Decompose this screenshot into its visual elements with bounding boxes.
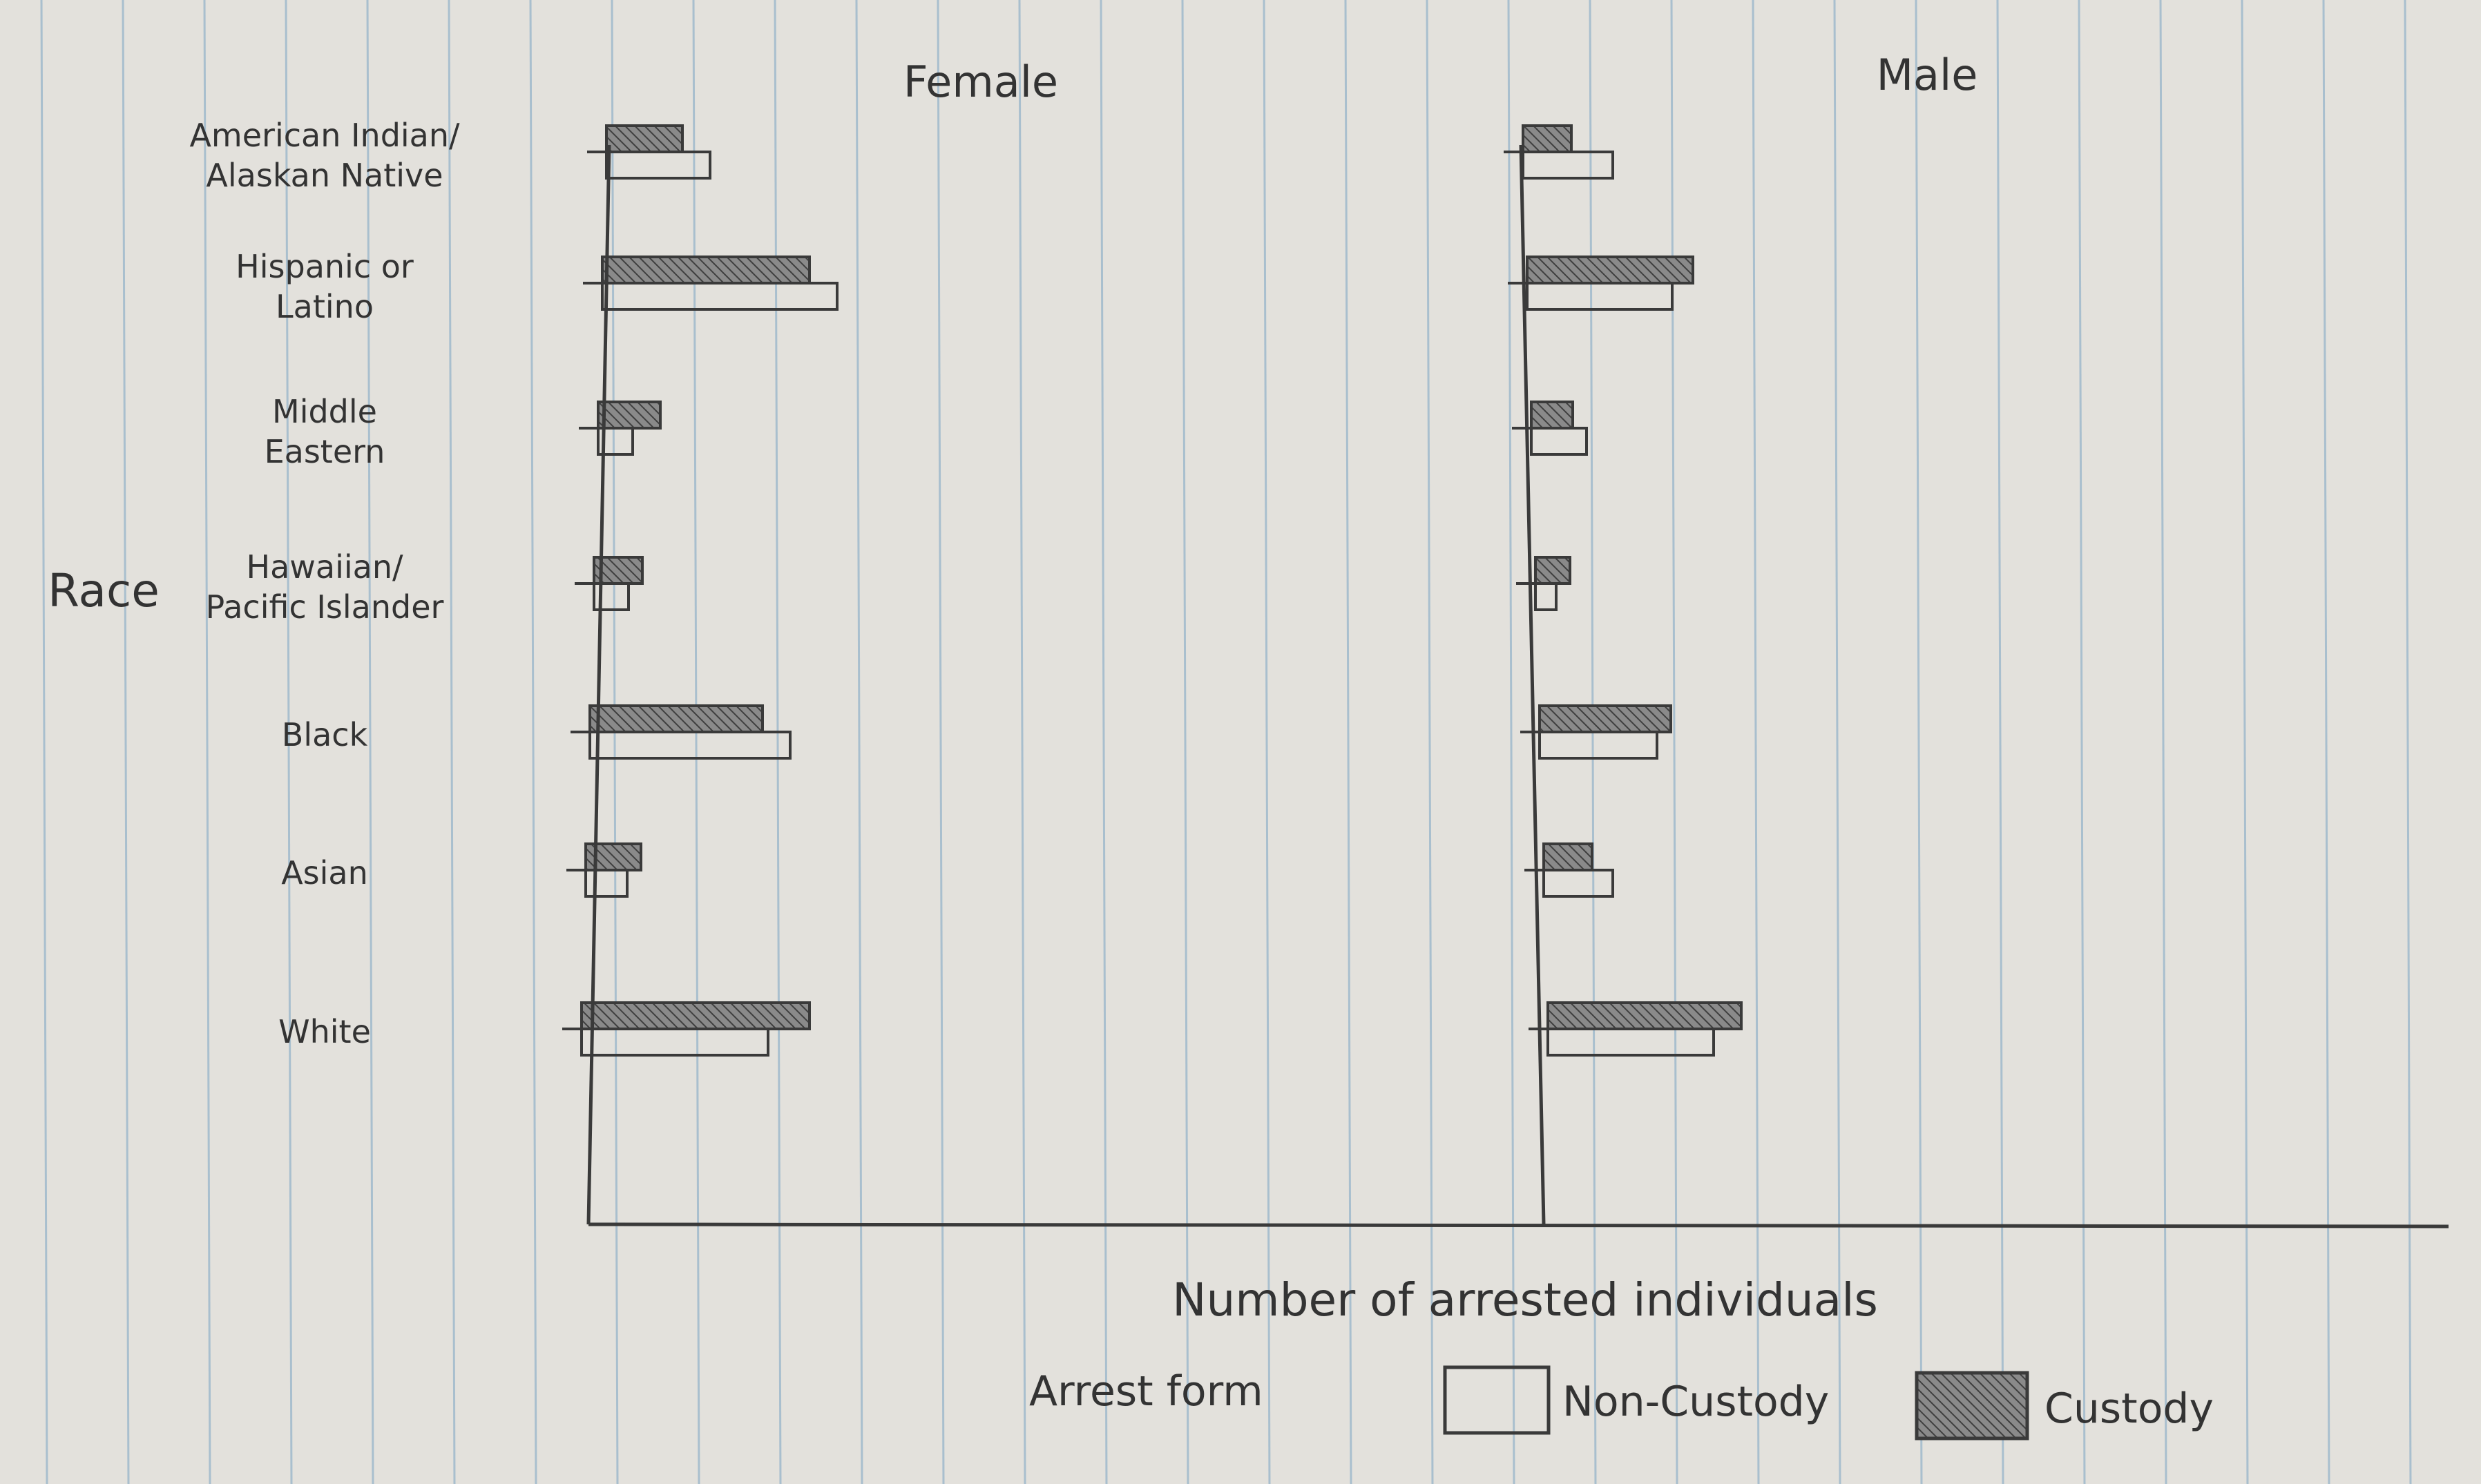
bar-male-custody-hawaiian [1534, 556, 1571, 585]
category-label-hawaiian: Hawaiian/ [247, 548, 403, 586]
notebook-rule [1752, 0, 1760, 1484]
notebook-rule [1344, 0, 1352, 1484]
bar-female-non-custody-hawaiian [593, 582, 630, 611]
legend-label-non-custody: Non-Custody [1562, 1378, 1829, 1426]
notebook-rule [2241, 0, 2249, 1484]
bar-female-non-custody-asian [584, 869, 629, 898]
bar-female-custody-white [580, 1001, 811, 1030]
legend-title: Arrest form [1029, 1367, 1263, 1416]
notebook-rule [1589, 0, 1597, 1484]
notebook-rule [611, 0, 619, 1484]
notebook-rule [1833, 0, 1841, 1484]
bar-male-custody-asian [1542, 842, 1593, 871]
notebook-rule [937, 0, 945, 1484]
bar-male-non-custody-middle [1530, 427, 1588, 456]
notebook-rule [2404, 0, 2412, 1484]
notebook-rule [2322, 0, 2330, 1484]
notebook-rule [1100, 0, 1108, 1484]
female-baseline [586, 144, 611, 1225]
bar-female-custody-black [588, 704, 764, 733]
notebook-rule [1507, 0, 1515, 1484]
bar-male-custody-white [1546, 1001, 1743, 1030]
bar-female-non-custody-middle [597, 427, 634, 456]
notebook-rule [122, 0, 130, 1484]
notebook-rule [448, 0, 456, 1484]
notebook-rule [40, 0, 48, 1484]
notebook-rule [692, 0, 700, 1484]
notebook-rules [40, 0, 2412, 1484]
female-panel [562, 124, 839, 1057]
notebook-rule [1018, 0, 1026, 1484]
category-label-pacific-islander: Pacific Islander [206, 588, 444, 626]
notebook-rule [1915, 0, 1923, 1484]
legend-swatch-custody [1915, 1371, 2029, 1440]
category-label-middle: Middle [272, 393, 377, 430]
legend-label-custody: Custody [2044, 1385, 2214, 1433]
bar-male-custody-hispanic-or [1526, 256, 1694, 285]
legend: Arrest form Non-Custody Custody [1029, 1365, 2214, 1440]
bar-female-non-custody-american-indian [605, 151, 711, 180]
bar-female-custody-american-indian [605, 124, 684, 153]
category-label-black: Black [282, 716, 368, 753]
bar-male-non-custody-hawaiian [1534, 582, 1558, 611]
y-axis-title: Race [48, 564, 160, 617]
bar-female-non-custody-hispanic-or [601, 282, 839, 311]
bar-female-custody-hispanic-or [601, 256, 811, 285]
notebook-rule [529, 0, 537, 1484]
x-axis-title: Number of arrested individuals [1172, 1273, 1878, 1327]
bar-female-non-custody-white [580, 1028, 769, 1057]
notebook-rule [2078, 0, 2086, 1484]
bar-male-non-custody-hispanic-or [1526, 282, 1674, 311]
category-label-white: White [278, 1013, 371, 1050]
category-label-latino: Latino [276, 288, 374, 325]
notebook-rule [2159, 0, 2167, 1484]
bar-male-non-custody-black [1538, 731, 1658, 760]
notebook-rule [1426, 0, 1434, 1484]
notebook-rule [1670, 0, 1678, 1484]
x-axis-line [588, 1222, 2449, 1228]
category-label-american-indian: American Indian/ [189, 117, 460, 154]
category-label-asian: Asian [281, 854, 368, 892]
notebook-rule [1181, 0, 1189, 1484]
male-baseline [1519, 144, 1546, 1225]
notebook-rule [1996, 0, 2004, 1484]
bar-female-non-custody-black [588, 731, 792, 760]
notebook-rule [855, 0, 863, 1484]
category-labels: American Indian/Alaskan Native Hispanic o… [189, 117, 460, 1050]
notebook-rule [1263, 0, 1271, 1484]
notebook-rule [774, 0, 782, 1484]
bar-male-custody-middle [1530, 401, 1574, 430]
category-label-hispanic-or: Hispanic or [236, 248, 414, 285]
bar-male-non-custody-white [1546, 1028, 1715, 1057]
legend-swatch-non-custody [1443, 1365, 1551, 1435]
notebook-rule [285, 0, 293, 1484]
male-panel [1504, 124, 1743, 1057]
notebook-rule [203, 0, 211, 1484]
bar-male-custody-american-indian [1522, 124, 1573, 153]
bar-female-custody-middle [597, 401, 662, 430]
bar-male-non-custody-asian [1542, 869, 1614, 898]
category-label-alaskan-native: Alaskan Native [206, 157, 443, 194]
panel-title-male: Male [1877, 50, 1978, 100]
bar-male-custody-black [1538, 704, 1672, 733]
category-label-eastern: Eastern [265, 433, 385, 470]
notebook-rule [366, 0, 374, 1484]
panel-title-female: Female [903, 57, 1058, 107]
